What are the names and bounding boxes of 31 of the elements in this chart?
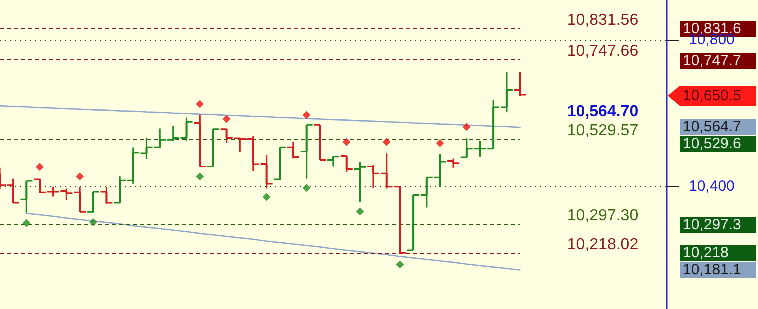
point xyxy=(382,138,391,146)
text: 10,650.5 xyxy=(683,88,742,104)
point xyxy=(356,208,364,216)
point xyxy=(342,138,351,146)
text: 10,564.7 xyxy=(683,118,742,136)
point xyxy=(22,219,31,228)
point xyxy=(262,193,271,202)
point xyxy=(222,115,231,124)
point xyxy=(196,100,204,108)
point xyxy=(76,172,84,181)
point xyxy=(302,184,311,192)
point xyxy=(302,111,311,120)
text: 10,218 xyxy=(683,244,729,262)
point xyxy=(462,123,471,132)
point xyxy=(89,218,98,226)
text: 10,181.1 xyxy=(683,262,742,278)
annotation: 10,564.70 xyxy=(567,104,639,120)
ref-line-label: 10,747.66 xyxy=(567,42,639,60)
ref-line-label: 10,831.56 xyxy=(567,12,639,30)
ref-line-label: 10,218.02 xyxy=(567,236,639,254)
text: 10,297.3 xyxy=(683,216,742,234)
point xyxy=(196,172,204,181)
line-series xyxy=(26,212,521,271)
ref-line-label: 10,529.57 xyxy=(567,122,639,140)
text: 10,747.7 xyxy=(683,52,742,70)
text: 10,529.6 xyxy=(683,136,742,152)
y-tick-label: 10,400 xyxy=(689,178,735,195)
ref-line-label: 10,297.30 xyxy=(567,208,639,225)
point xyxy=(436,139,444,148)
point xyxy=(396,260,404,269)
point xyxy=(36,163,44,172)
